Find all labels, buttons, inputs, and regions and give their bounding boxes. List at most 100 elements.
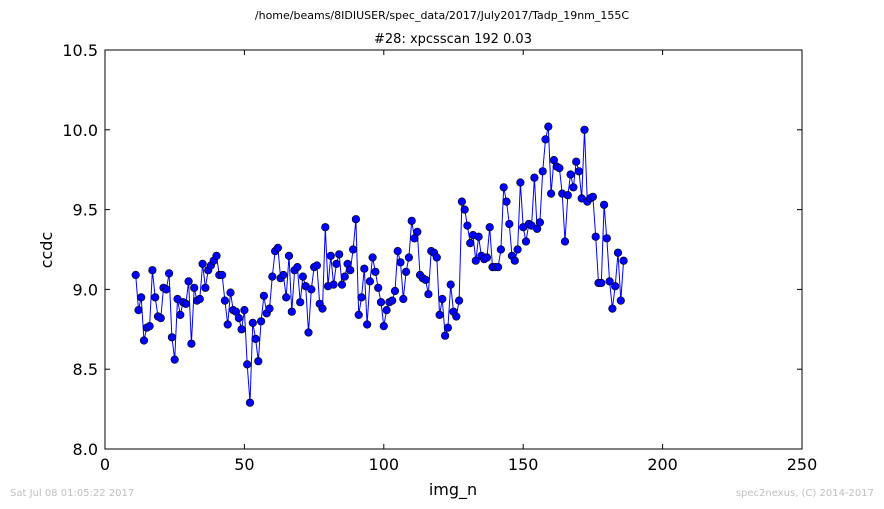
data-point [176, 310, 185, 320]
data-point [435, 310, 444, 320]
data-point [566, 170, 575, 179]
data-point [374, 283, 383, 292]
data-point [544, 122, 553, 131]
data-point [457, 197, 467, 206]
data-point [234, 314, 243, 323]
data-point [496, 245, 506, 254]
data-point [360, 264, 369, 273]
data-point [257, 317, 266, 326]
data-point [390, 286, 400, 296]
data-point [307, 285, 316, 294]
data-point [337, 280, 347, 289]
data-point [466, 239, 475, 248]
data-point [597, 278, 606, 288]
data-point [134, 306, 143, 315]
data-point [443, 323, 453, 332]
data-point [131, 270, 140, 280]
data-point [268, 272, 277, 281]
chart-title: #28: xpcsscan 192 0.03 [374, 32, 532, 47]
data-point [287, 307, 296, 316]
data-point [474, 232, 483, 241]
data-point [446, 280, 455, 289]
data-point [399, 294, 408, 304]
data-point [613, 248, 623, 257]
data-point [371, 267, 380, 276]
data-point [190, 283, 199, 292]
data-point [535, 218, 545, 227]
y-tick-label: 8.0 [73, 440, 98, 459]
data-point [591, 232, 600, 241]
data-point [538, 167, 547, 176]
data-point [259, 291, 269, 300]
data-point [212, 251, 221, 260]
x-tick-label: 100 [369, 455, 400, 474]
data-point [421, 275, 430, 284]
data-point [332, 259, 341, 269]
data-point [402, 267, 411, 276]
data-point [599, 200, 609, 209]
data-point [574, 167, 584, 176]
data-point [223, 320, 232, 329]
series-points [131, 122, 628, 407]
data-point [580, 125, 589, 134]
data-point [251, 334, 260, 344]
data-point [329, 280, 338, 289]
data-point [195, 294, 204, 304]
data-point [187, 339, 196, 348]
footer-credit: spec2nexus, (C) 2014-2017 [735, 488, 874, 499]
data-point [321, 223, 330, 232]
x-tick-label: 0 [100, 455, 110, 474]
data-point [293, 263, 302, 272]
data-point [318, 304, 327, 313]
data-point [282, 293, 291, 302]
data-point [181, 299, 190, 308]
data-point [151, 293, 160, 302]
footer-timestamp: Sat Jul 08 01:05:22 2017 [10, 488, 135, 499]
data-point [237, 325, 246, 334]
x-tick-label: 50 [234, 455, 254, 474]
data-point [611, 282, 620, 291]
data-point [240, 306, 249, 315]
x-tick-label: 150 [508, 455, 539, 474]
data-point [376, 298, 386, 307]
data-point [619, 256, 628, 265]
data-point [588, 192, 598, 201]
data-point [254, 357, 263, 366]
data-point [349, 245, 358, 254]
data-point [471, 256, 480, 265]
data-point [245, 398, 255, 407]
data-point [201, 283, 210, 292]
data-point [284, 251, 294, 260]
data-point [139, 336, 149, 345]
data-point [265, 304, 274, 313]
data-point [513, 245, 522, 254]
data-point [541, 135, 550, 144]
data-point [530, 173, 539, 182]
data-point [145, 322, 154, 331]
data-point [335, 250, 344, 259]
data-point [167, 333, 176, 342]
y-axis-ticks: 8.0 8.5 9.0 9.5 10.0 10.5 [62, 41, 802, 459]
data-point [452, 312, 461, 321]
data-point [499, 183, 508, 192]
data-point [354, 310, 363, 320]
data-point [569, 183, 578, 192]
data-point [170, 355, 179, 364]
x-tick-label: 200 [647, 455, 678, 474]
data-point [413, 227, 422, 236]
data-point [243, 360, 252, 369]
data-point [165, 269, 174, 278]
data-point [312, 261, 322, 270]
data-point [616, 296, 625, 305]
y-tick-label: 9.0 [73, 280, 98, 299]
plot-area [104, 49, 803, 450]
figure-suptitle: /home/beams/8IDIUSER/spec_data/2017/July… [254, 9, 630, 22]
data-point [363, 320, 372, 329]
data-point [463, 221, 472, 230]
y-tick-label: 10.0 [62, 121, 98, 140]
data-point [441, 331, 450, 340]
data-point [546, 189, 556, 198]
data-point [393, 247, 402, 256]
data-point [273, 243, 283, 252]
